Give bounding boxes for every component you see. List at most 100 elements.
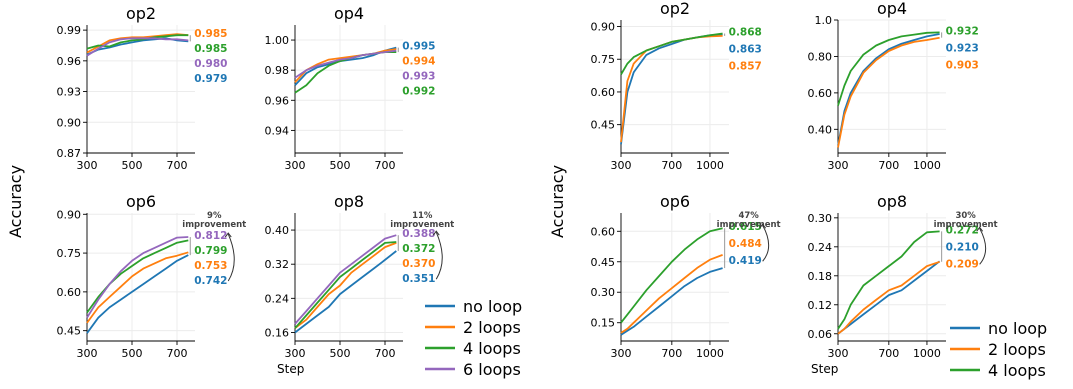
subplot-op2-0: 0.87 0.90 0.93 0.96 0.99 300 500 700 op2 0.985 0.9… [57, 4, 228, 172]
subplot-op6-2: 0.45 0.60 0.75 0.90 300 500 700 op6 0.812 0.799 0.… [57, 192, 247, 360]
legend-label-6-loops: 6 loops [463, 360, 521, 379]
x-tick-label: 700 [878, 347, 899, 360]
series-line-no-loop [837, 33, 940, 146]
annotation-arrowhead [759, 223, 767, 229]
y-tick-label: 0.90 [591, 21, 616, 34]
y-tick-label: 0.60 [591, 225, 616, 238]
y-tick-label: 0.45 [591, 119, 616, 132]
series-line-2-loops [837, 36, 940, 148]
x-tick-label: 300 [828, 347, 849, 360]
y-tick-label: 0.12 [808, 299, 833, 312]
y-tick-label: 0.99 [57, 24, 82, 37]
legend-left: no loop 2 loops 4 loops 6 loops [425, 297, 522, 379]
y-tick-label: 0.93 [57, 86, 82, 99]
final-value-label-4-loops: 0.372 [402, 243, 435, 255]
series-line-2-loops [294, 242, 397, 329]
y-axis-label-left: Accuracy [6, 164, 25, 238]
series-line-2-loops [620, 254, 723, 334]
final-value-label-2-loops: 0.370 [402, 258, 435, 270]
legend-label-2-loops: 2 loops [988, 340, 1046, 359]
y-tick-label: 1.0 [815, 14, 833, 27]
series-line-4-loops [620, 227, 723, 324]
y-tick-label: 0.98 [265, 64, 290, 77]
x-tick-label: 500 [330, 159, 351, 172]
final-value-label-2-loops: 0.985 [194, 28, 227, 40]
final-value-label-no-loop: 0.923 [946, 42, 979, 54]
x-tick-label: 300 [285, 347, 306, 360]
final-value-label-no-loop: 0.742 [194, 275, 227, 287]
subplot-title: op2 [660, 0, 690, 18]
y-tick-label: 0.24 [265, 292, 290, 305]
y-tick-label: 0.15 [591, 317, 616, 330]
series-line-2-loops [86, 251, 189, 324]
improvement-annotation: improvement [717, 220, 781, 230]
final-value-label-6-loops: 0.980 [194, 58, 227, 70]
y-tick-label: 0.90 [57, 208, 82, 221]
y-tick-label: 0.60 [808, 87, 833, 100]
annotation-arrowhead [976, 226, 984, 232]
annotation-arrow [435, 231, 443, 280]
y-tick-label: 0.96 [57, 55, 82, 68]
series-line-6-loops [294, 49, 397, 79]
final-value-label-2-loops: 0.484 [729, 238, 762, 250]
y-tick-label: 0.30 [808, 212, 833, 225]
series-line-6-loops [86, 37, 189, 57]
series-line-4-loops [837, 230, 940, 330]
final-value-label-4-loops: 0.932 [946, 25, 979, 37]
y-tick-label: 0.60 [591, 86, 616, 99]
x-tick-label: 500 [330, 347, 351, 360]
final-value-label-2-loops: 0.994 [402, 56, 435, 68]
subplot-title: op8 [877, 192, 907, 211]
y-tick-label: 0.90 [57, 116, 82, 129]
x-tick-label: 300 [77, 159, 98, 172]
subplot-op6-6: 0.15 0.30 0.45 0.60 300 700 1000 op6 0.615 0.484 0… [591, 192, 781, 360]
series-line-6-loops [86, 236, 189, 319]
improvement-annotation: 9% [207, 211, 222, 221]
x-tick-label: 1000 [913, 159, 941, 172]
y-axis-label-right: Accuracy [548, 164, 567, 238]
subplot-title: op6 [126, 192, 156, 211]
series-line-4-loops [86, 239, 189, 314]
y-tick-label: 0.40 [265, 224, 290, 237]
y-tick-label: 0.06 [808, 328, 833, 341]
y-tick-label: 1.00 [265, 34, 290, 47]
y-tick-label: 0.16 [265, 326, 290, 339]
improvement-annotation: 11% [412, 211, 433, 221]
final-value-label-6-loops: 0.993 [402, 71, 435, 83]
subplot-title: op6 [660, 192, 690, 211]
x-tick-label: 300 [828, 159, 849, 172]
final-value-label-6-loops: 0.388 [402, 228, 435, 240]
x-tick-label: 1000 [696, 347, 724, 360]
y-tick-label: 0.45 [57, 325, 82, 338]
y-tick-label: 0.45 [591, 256, 616, 269]
final-value-label-no-loop: 0.863 [729, 44, 762, 56]
final-value-label-4-loops: 0.615 [729, 221, 762, 233]
annotation-arrow [227, 233, 235, 282]
subplot-title: op8 [334, 192, 364, 211]
y-tick-label: 0.24 [808, 241, 833, 254]
annotation-arrow [762, 224, 770, 262]
final-value-label-no-loop: 0.995 [402, 41, 435, 53]
x-tick-label: 300 [611, 159, 632, 172]
subplot-op8-7: 0.06 0.12 0.18 0.24 0.30 300 700 1000 op8 0.272 0.… [808, 192, 998, 360]
series-line-2-loops [294, 48, 397, 83]
final-value-label-2-loops: 0.903 [946, 59, 979, 71]
final-value-label-no-loop: 0.979 [194, 73, 227, 85]
legend-label-2-loops: 2 loops [463, 318, 521, 337]
final-value-label-no-loop: 0.419 [729, 255, 762, 267]
final-value-label-2-loops: 0.753 [194, 260, 227, 272]
y-tick-label: 0.18 [808, 270, 833, 283]
subplot-op4-1: 0.94 0.96 0.98 1.00 300 500 700 op4 0.995 0.994 0.… [265, 4, 436, 172]
x-axis-label-right: Step [811, 362, 839, 376]
y-tick-label: 0.80 [808, 50, 833, 63]
legend-right: no loop 2 loops 4 loops [950, 319, 1047, 380]
final-value-label-2-loops: 0.857 [729, 61, 762, 73]
final-value-label-no-loop: 0.210 [946, 241, 979, 253]
x-tick-label: 700 [375, 347, 396, 360]
y-tick-label: 0.40 [808, 123, 833, 136]
y-tick-label: 0.75 [57, 247, 82, 260]
y-tick-label: 0.75 [591, 53, 616, 66]
subplot-title: op4 [877, 0, 907, 18]
final-value-label-4-loops: 0.985 [194, 43, 227, 55]
